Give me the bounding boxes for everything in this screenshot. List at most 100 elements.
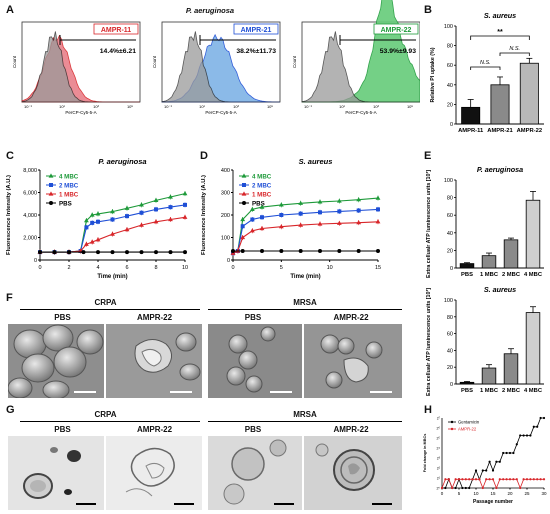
data-point — [491, 469, 495, 472]
y-tick-label: 80 — [447, 315, 453, 321]
y-tick-label: 60 — [447, 332, 453, 338]
sem-group-line-mrsa — [208, 309, 402, 310]
data-point — [317, 221, 323, 226]
y-tick-label: 8,000 — [23, 168, 37, 174]
data-point — [336, 220, 342, 225]
y-tick-label: 2⁷ — [437, 417, 441, 421]
data-point — [478, 478, 481, 481]
y-tick-label: 2⁴ — [436, 447, 440, 451]
data-point — [481, 469, 484, 472]
x-tick-label: 1 MBC — [480, 388, 499, 394]
histogram-tick: 10¹ — [339, 104, 345, 109]
data-point — [84, 241, 89, 246]
y-axis-label: Relative PI uptake (%) — [430, 47, 436, 102]
fluorescence-chart-pa: P. aeruginosa 0 2,000 4,000 6,000 8,000 0 2 4 6 8 1… — [6, 157, 188, 280]
bar — [459, 381, 475, 385]
tem-label-ampr-mrsa: AMPR-22 — [333, 425, 369, 434]
data-point — [464, 486, 467, 490]
legend-label: 2 MBC — [59, 183, 79, 190]
legend-label: 4 MBC — [59, 174, 79, 181]
data-point — [168, 250, 173, 255]
percent-positive: 38.2%±11.73 — [236, 48, 276, 55]
data-point — [356, 208, 361, 213]
data-point — [125, 214, 129, 219]
data-point — [110, 217, 115, 222]
data-point — [356, 220, 362, 225]
data-point — [376, 207, 380, 212]
y-axis-label: Fluorescence Intensity (A.U.) — [201, 175, 207, 255]
histogram-tick: 10³ — [93, 104, 99, 109]
data-point — [90, 220, 95, 225]
x-tick-label: PBS — [461, 272, 473, 278]
histogram-control — [301, 31, 420, 103]
histogram-tick: 10¹ — [59, 104, 65, 109]
y-axis-label: Extra cellualr ATP luminescence units [1… — [426, 288, 432, 396]
y-tick-label: 2³ — [437, 457, 441, 461]
y-tick-label: 300 — [221, 191, 230, 197]
data-point — [240, 234, 246, 240]
histogram-tick: 10⁻¹ — [24, 104, 33, 109]
sample-box — [93, 23, 139, 35]
data-point — [260, 215, 264, 220]
data-point — [96, 219, 100, 224]
percent-positive: 14.4%±6.21 — [100, 48, 136, 55]
panel-label-c: C — [6, 150, 14, 162]
data-point — [508, 451, 512, 455]
data-point — [154, 250, 158, 255]
flow-histograms: AMPR-11 14.4%±6.21 Count PerCP-Cy5-5-A 10⁻¹ 1… — [12, 0, 420, 115]
y-tick-label: 40 — [447, 83, 453, 89]
data-point — [468, 478, 471, 481]
data-point — [110, 209, 115, 214]
legend-label: PBS — [252, 201, 265, 208]
legend-marker — [241, 191, 247, 196]
y-tick-label: 400 — [221, 168, 230, 174]
histogram-tick: 10³ — [373, 104, 379, 109]
y-tick-label: 40 — [447, 231, 453, 237]
data-point — [485, 478, 488, 481]
data-point — [491, 478, 495, 481]
sem-group-line-crpa — [20, 309, 200, 310]
legend-marker — [48, 191, 54, 196]
histogram-xlabel: PerCP-Cy5-5-A — [345, 110, 376, 115]
bar — [481, 367, 497, 385]
y-axis-label: Extra cellualr ATP luminescence units [1… — [426, 170, 432, 278]
data-point — [502, 478, 505, 481]
data-point — [250, 217, 255, 222]
significance-bracket — [470, 35, 530, 40]
data-point — [89, 239, 95, 244]
data-point — [498, 460, 501, 463]
series-line — [232, 221, 379, 254]
data-point — [182, 191, 188, 196]
x-tick-label: 20 — [507, 491, 513, 496]
sem-image-crpa-pbs — [8, 324, 104, 398]
data-point — [182, 214, 188, 219]
line-chart-title: P. aeruginosa — [98, 157, 146, 166]
data-point — [542, 478, 546, 481]
y-tick-label: 2² — [437, 467, 441, 471]
data-point — [536, 425, 539, 428]
data-point — [488, 460, 491, 463]
y-tick-label: 100 — [444, 298, 453, 304]
x-tick-label: 1 MBC — [480, 272, 499, 278]
x-tick-label: 4 MBC — [524, 272, 543, 278]
histogram-ylabel: Count — [12, 55, 17, 68]
x-tick-label: 6 — [125, 265, 128, 271]
data-point — [298, 211, 303, 216]
data-point — [95, 237, 101, 242]
x-tick-label: 10 — [473, 491, 479, 496]
y-tick-label: 100 — [444, 24, 453, 30]
data-point — [52, 250, 57, 255]
data-point — [447, 478, 450, 481]
tem-group-line-mrsa — [208, 421, 402, 422]
data-point — [278, 202, 284, 207]
legend-marker — [242, 183, 246, 187]
data-point — [110, 231, 115, 236]
y-tick-label: 0 — [227, 258, 230, 264]
data-point — [249, 228, 255, 233]
panel-label-b: B — [424, 4, 432, 16]
x-tick-label: 25 — [524, 491, 530, 496]
significance-label: ** — [497, 29, 503, 36]
data-point — [454, 486, 457, 490]
data-point — [110, 250, 115, 255]
legend-label: Gentamicin — [458, 420, 480, 425]
